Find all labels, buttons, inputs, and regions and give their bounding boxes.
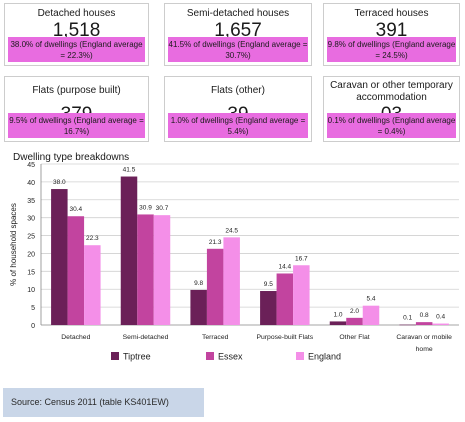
data-label: 30.9 (139, 204, 152, 211)
card-title: Detached houses (37, 8, 116, 19)
data-label: 30.4 (70, 206, 83, 213)
bar (346, 317, 363, 325)
bar (51, 189, 68, 325)
card-title: Flats (other) (211, 85, 265, 96)
y-tick-label: 40 (27, 180, 35, 187)
data-label: 0.1 (403, 315, 412, 322)
legend-swatch (111, 352, 119, 360)
legend-label: Tiptree (123, 352, 151, 362)
bar (293, 265, 310, 325)
card-percent: 9.8% of dwellings (England average = 24.… (327, 37, 456, 62)
card-value: 1,518 (52, 20, 101, 41)
card-terraced: Terraced houses 391 9.8% of dwellings (E… (323, 3, 460, 66)
bar (362, 305, 380, 325)
card-percent: 41.5% of dwellings (England average = 30… (168, 37, 308, 62)
data-label: 14.4 (279, 263, 292, 270)
legend-swatch (296, 352, 304, 360)
bar (137, 214, 154, 325)
y-tick-label: 35 (27, 198, 35, 205)
data-label: 24.5 (225, 227, 238, 234)
data-label: 41.5 (123, 167, 136, 174)
card-flats-purpose-built: Flats (purpose built) 379 9.5% of dwelli… (4, 76, 149, 142)
legend-swatch (206, 352, 214, 360)
y-tick-label: 10 (27, 287, 35, 294)
data-label: 30.7 (156, 205, 169, 212)
data-label: 0.4 (436, 314, 445, 321)
card-detached: Detached houses 1,518 38.0% of dwellings… (4, 3, 149, 66)
bar (206, 248, 224, 325)
x-tick-label: home (416, 346, 433, 353)
data-label: 0.8 (420, 312, 429, 319)
data-label: 9.8 (194, 280, 203, 287)
x-tick-label: Detached (61, 334, 90, 341)
data-label: 21.3 (209, 239, 222, 246)
bar (432, 323, 449, 325)
card-title: Caravan or other temporary accommodation (330, 80, 453, 103)
data-label: 22.3 (86, 235, 99, 242)
x-tick-label: Semi-detached (123, 334, 169, 341)
card-percent: 9.5% of dwellings (England average = 16.… (8, 113, 145, 138)
bar (120, 176, 138, 325)
x-tick-label: Terraced (202, 334, 229, 341)
data-label: 2.0 (350, 308, 359, 315)
card-percent: 1.0% of dwellings (England average = 5.4… (168, 113, 308, 138)
bar (329, 321, 347, 325)
card-percent: 0.1% of dwellings (England average = 0.4… (327, 113, 456, 138)
legend-label: England (308, 352, 341, 362)
y-tick-label: 25 (27, 234, 35, 241)
bar (276, 273, 294, 325)
bar (67, 216, 85, 325)
bar (415, 322, 433, 325)
card-flats-other: Flats (other) 39 1.0% of dwellings (Engl… (164, 76, 312, 142)
card-semi-detached: Semi-detached houses 1,657 41.5% of dwel… (164, 3, 312, 66)
bar (399, 324, 416, 326)
bar (260, 291, 277, 325)
data-label: 38.0 (53, 179, 66, 186)
data-label: 5.4 (366, 296, 375, 303)
y-tick-label: 45 (27, 162, 35, 169)
card-caravan: Caravan or other temporary accommodation… (323, 76, 460, 142)
card-title: Terraced houses (354, 8, 429, 19)
card-value: 1,657 (214, 20, 262, 41)
y-tick-label: 15 (27, 269, 35, 276)
bar (84, 245, 101, 325)
card-title: Flats (purpose built) (32, 85, 121, 96)
y-axis-label: % of household spaces (9, 203, 18, 286)
data-label: 9.5 (264, 281, 273, 288)
legend-label: Essex (218, 352, 243, 362)
card-value: 391 (375, 20, 408, 41)
y-tick-label: 5 (31, 305, 35, 312)
source-note: Source: Census 2011 (table KS401EW) (3, 388, 204, 417)
data-label: 16.7 (295, 255, 308, 262)
y-tick-label: 30 (27, 216, 35, 223)
bar (190, 289, 207, 325)
chart-title: Dwelling type breakdowns (13, 152, 130, 163)
data-label: 1.0 (333, 311, 342, 318)
y-tick-label: 0 (31, 323, 35, 330)
dwelling-type-chart: 0 5 10 15 20 25 30 35 40 45 % of household spaces 3… (9, 162, 459, 362)
card-title: Semi-detached houses (186, 8, 290, 19)
bar (223, 237, 240, 325)
x-tick-label: Purpose-built Flats (256, 334, 313, 341)
x-tick-label: Other Flat (339, 334, 369, 341)
y-tick-label: 20 (27, 251, 35, 258)
bar (153, 215, 171, 325)
x-tick-label: Caravan or mobile (396, 334, 452, 341)
card-percent: 38.0% of dwellings (England average = 22… (8, 37, 145, 62)
